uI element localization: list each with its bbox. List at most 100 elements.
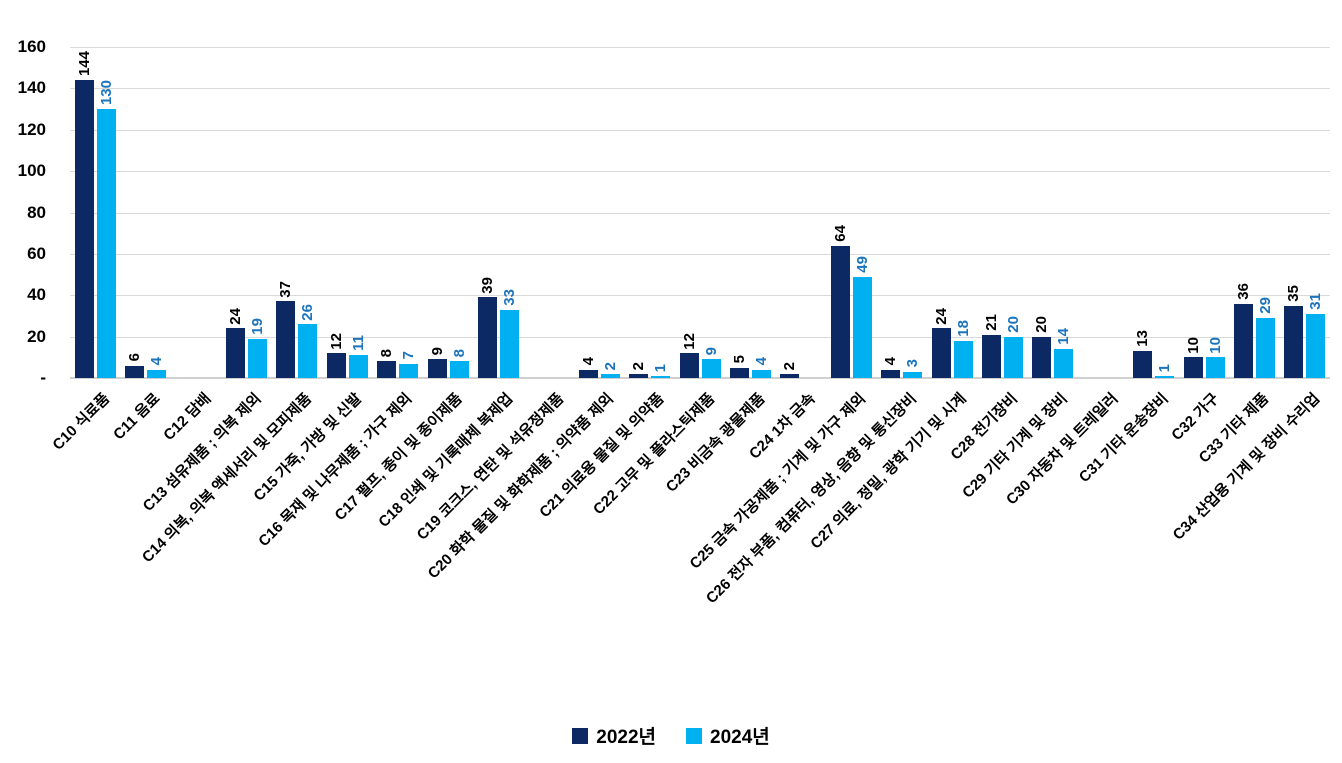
value-label: 12 [681, 332, 698, 350]
bar-2024년-C18 [500, 309, 519, 378]
x-axis-label: C31 기타 운송장비 [1075, 390, 1172, 486]
legend-item-2024: 2024년 [686, 722, 770, 749]
bar-2022년-C17 [428, 359, 447, 378]
bar-2024년-C26 [903, 371, 922, 378]
bar-2024년-C27 [954, 340, 973, 378]
y-axis-tick: - [40, 368, 46, 387]
value-label: 24 [227, 307, 244, 325]
gridline [70, 171, 1330, 173]
value-label: 21 [983, 313, 1000, 331]
gridline [70, 129, 1330, 131]
bar-2022년-C10 [75, 80, 94, 378]
value-label: 1 [1156, 363, 1173, 372]
bar-2024년-C20 [601, 373, 620, 378]
bar-2022년-C34 [1284, 305, 1303, 378]
bar-2022년-C33 [1234, 303, 1253, 378]
legend-label-2022: 2022년 [596, 727, 656, 748]
value-label: 24 [933, 307, 950, 325]
bar-2024년-C17 [450, 361, 469, 378]
x-axis-label: C20 화학 물질 및 화학제품 ; 의약품 제외 [424, 390, 618, 583]
bar-2024년-C23 [752, 369, 771, 378]
y-axis-tick: 40 [27, 285, 46, 305]
y-axis-tick: 80 [27, 202, 46, 222]
legend-label-2024: 2024년 [710, 727, 770, 748]
y-axis-tick: 140 [17, 78, 46, 98]
value-label: 1 [652, 363, 669, 372]
bar-2022년-C24 [780, 373, 799, 378]
bar-2024년-C13 [248, 338, 267, 378]
bar-2022년-C25 [831, 245, 850, 378]
value-label: 64 [832, 224, 849, 242]
bar-2022년-C18 [478, 297, 497, 378]
y-axis-tick: 60 [27, 243, 46, 263]
value-label: 18 [955, 320, 972, 337]
legend-item-2022: 2022년 [572, 722, 656, 749]
gridline [70, 47, 1330, 48]
bar-2022년-C27 [932, 328, 951, 378]
value-label: 39 [479, 276, 496, 294]
value-label: 4 [148, 357, 165, 366]
bar-2024년-C25 [853, 276, 872, 378]
legend-swatch-2024 [686, 727, 702, 744]
bar-2022년-C11 [125, 365, 144, 378]
value-label: 2 [630, 361, 647, 370]
bar-2022년-C21 [629, 373, 648, 378]
bar-2024년-C33 [1256, 318, 1275, 378]
x-axis-label: C10 식료품 [49, 390, 114, 454]
bar-2024년-C10 [97, 109, 116, 378]
value-label: 7 [400, 351, 417, 360]
y-axis-tick: 20 [27, 326, 46, 346]
value-label: 8 [378, 349, 395, 358]
bar-2024년-C11 [147, 369, 166, 378]
value-label: 10 [1185, 336, 1202, 354]
value-label: 5 [731, 355, 748, 364]
bar-2024년-C21 [651, 375, 670, 378]
bar-2024년-C29 [1054, 349, 1073, 378]
legend-swatch-2022 [572, 727, 589, 744]
bar-2022년-C23 [730, 367, 749, 378]
value-label: 35 [1285, 284, 1302, 302]
value-label: 130 [98, 80, 115, 106]
bar-2022년-C31 [1133, 351, 1152, 378]
gridline [70, 212, 1330, 214]
value-label: 26 [299, 303, 316, 321]
bar-2022년-C14 [276, 301, 295, 378]
x-axis-label: C11 음료 [110, 390, 164, 444]
value-label: 12 [328, 332, 345, 350]
y-axis-tick: 100 [17, 161, 46, 181]
value-label: 13 [1134, 330, 1151, 348]
bar-2022년-C22 [680, 353, 699, 378]
value-label: 2 [781, 361, 798, 370]
bar-2022년-C16 [377, 361, 396, 378]
value-label: 29 [1257, 297, 1274, 315]
value-label: 8 [451, 349, 468, 358]
value-label: 37 [277, 280, 294, 298]
bar-2024년-C32 [1206, 357, 1225, 378]
value-label: 3 [904, 359, 921, 368]
bar-2024년-C34 [1306, 313, 1325, 378]
value-label: 19 [249, 318, 266, 335]
bar-2024년-C14 [298, 324, 317, 378]
bar-2024년-C31 [1155, 375, 1174, 378]
bar-2022년-C13 [226, 328, 245, 378]
x-axis-line [70, 377, 1330, 379]
bar-2022년-C20 [579, 369, 598, 378]
y-axis-tick: 120 [17, 119, 46, 139]
gridline [70, 88, 1330, 90]
bar-2024년-C28 [1004, 336, 1023, 378]
bar-2022년-C15 [327, 353, 346, 378]
value-label: 2 [602, 361, 619, 370]
value-label: 20 [1005, 315, 1022, 333]
bar-2022년-C32 [1184, 357, 1203, 378]
value-label: 4 [882, 357, 899, 366]
value-label: 4 [580, 357, 597, 366]
gridline [70, 253, 1330, 255]
gridline [70, 295, 1330, 297]
bar-2022년-C29 [1032, 336, 1051, 378]
value-label: 11 [350, 335, 367, 352]
value-label: 144 [76, 51, 93, 77]
value-label: 20 [1033, 315, 1050, 333]
value-label: 14 [1055, 328, 1072, 346]
bar-2024년-C15 [349, 355, 368, 378]
value-label: 4 [753, 357, 770, 366]
